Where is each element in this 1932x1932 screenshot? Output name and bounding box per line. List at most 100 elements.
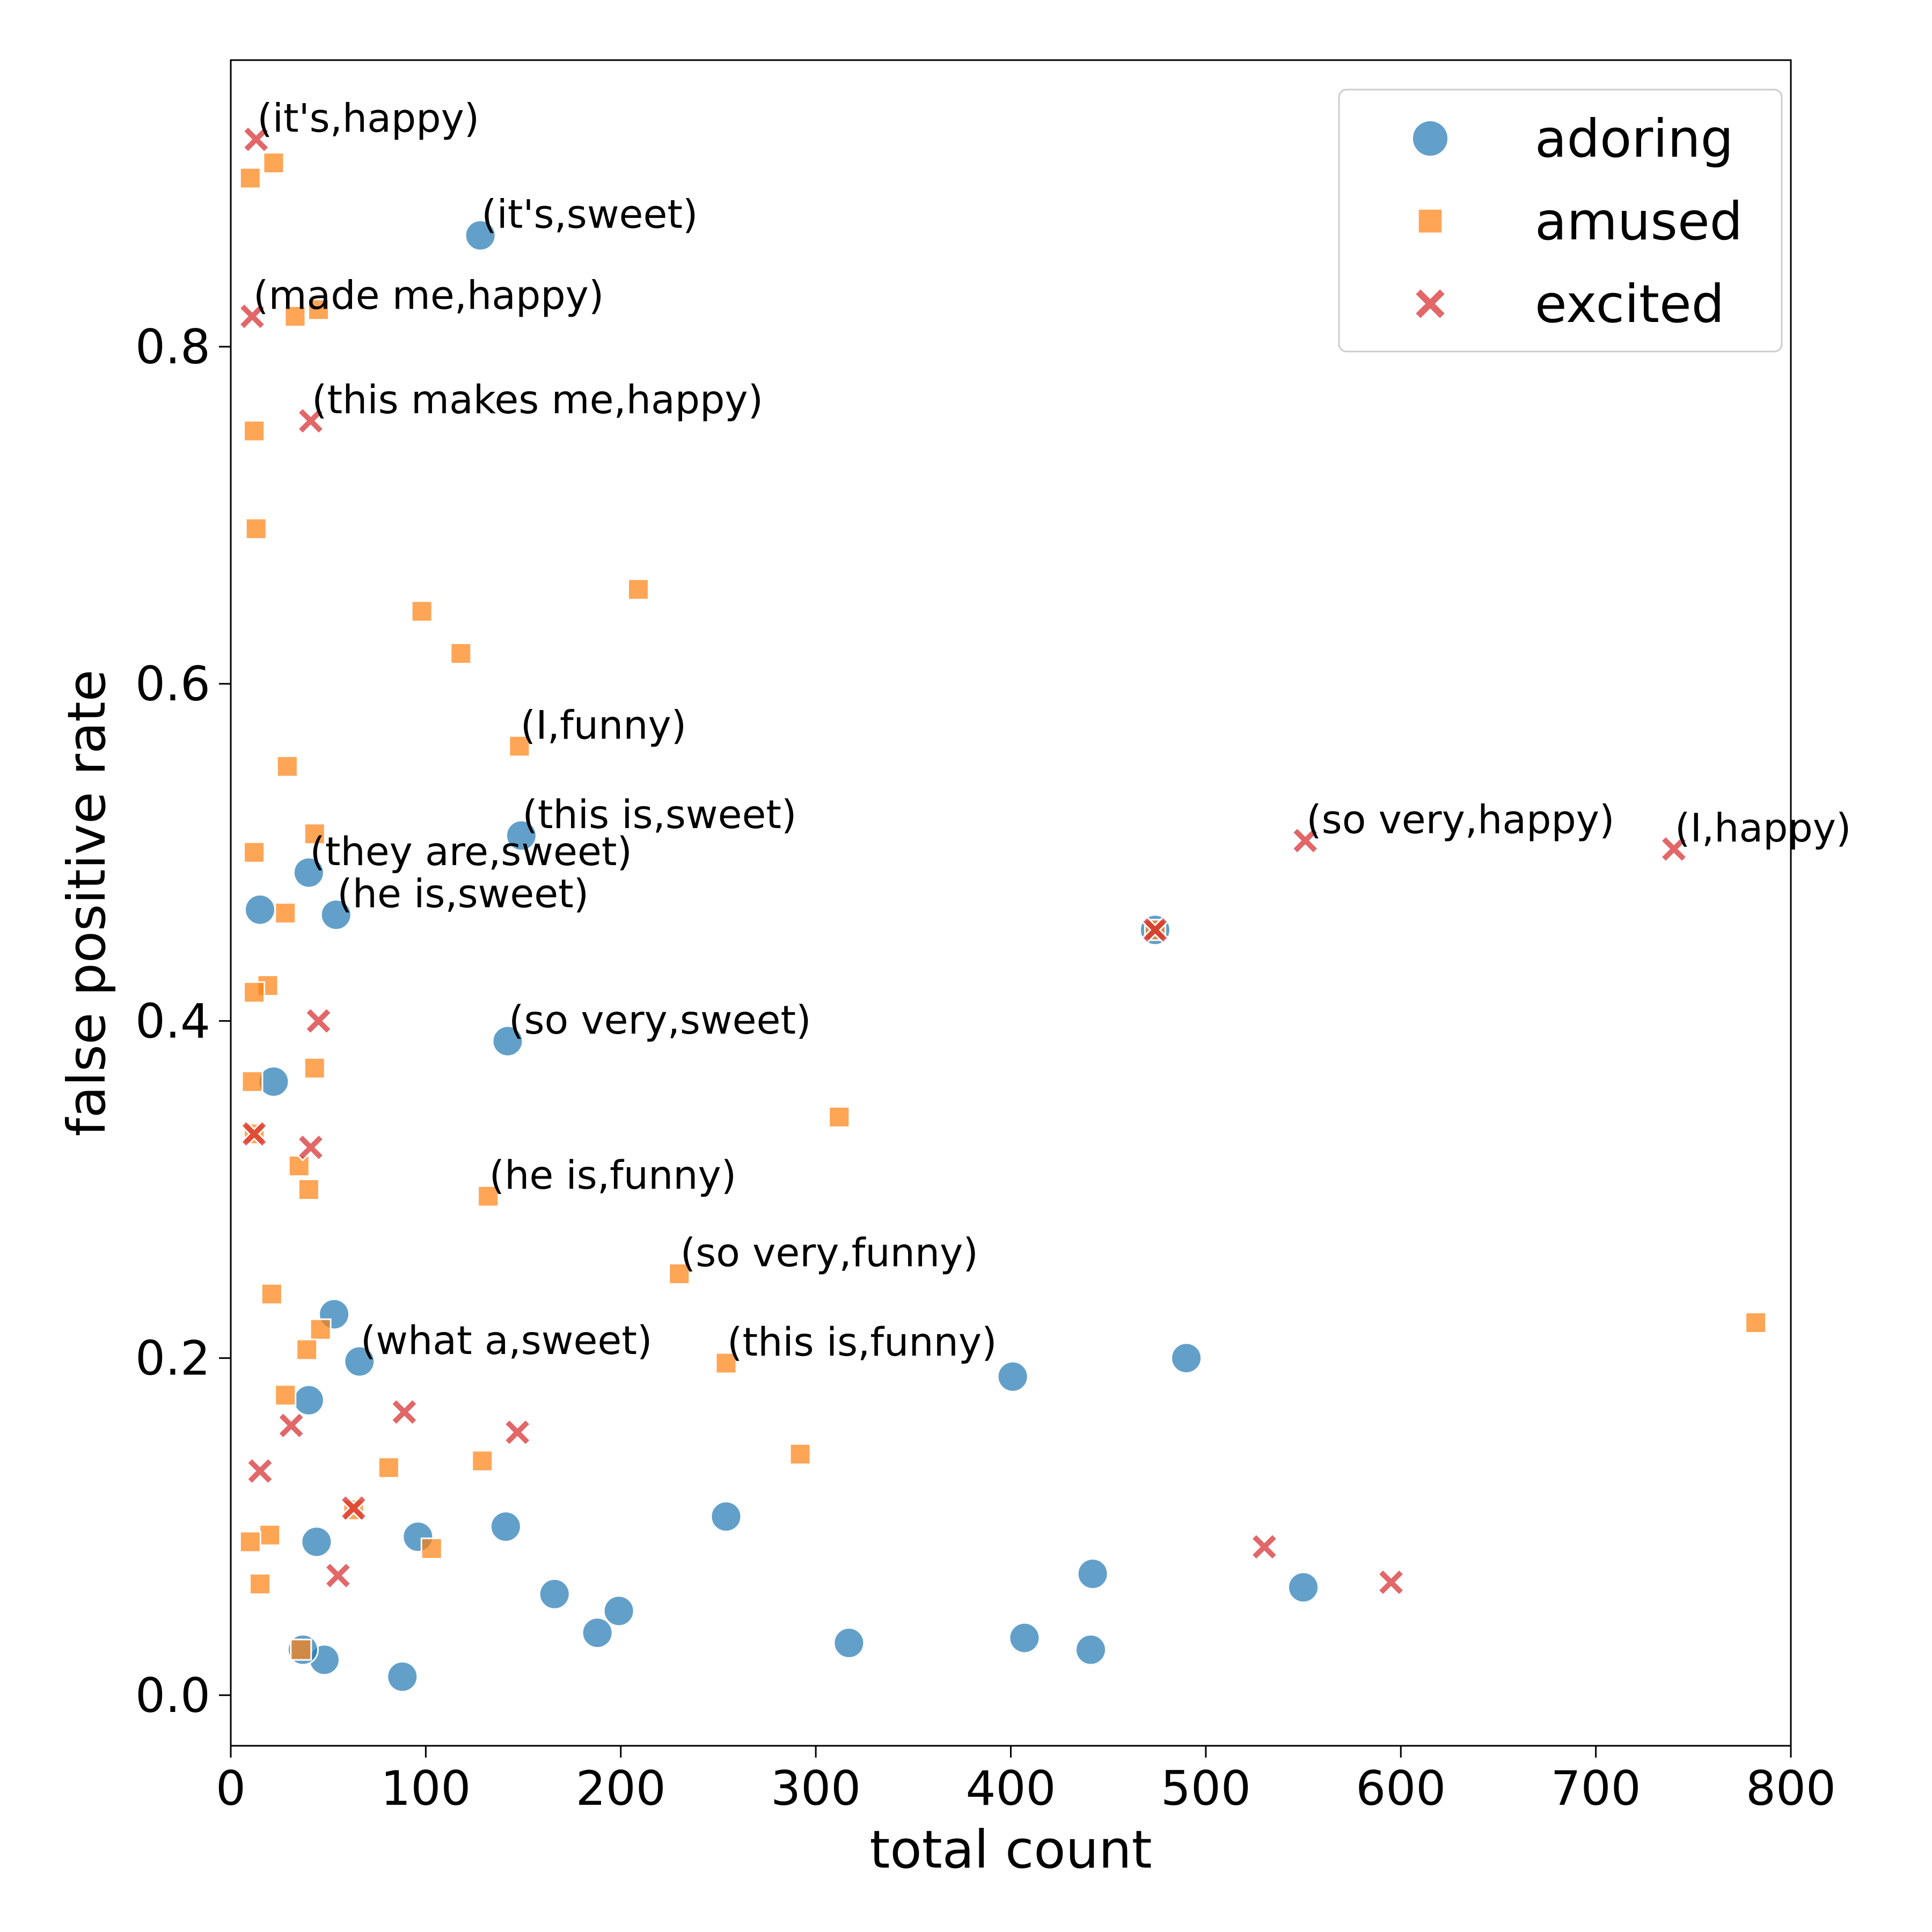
adoring-point: [1077, 1558, 1109, 1590]
amused-point: [450, 642, 472, 665]
amused-point: [276, 755, 298, 778]
point-annotation: (they are,sweet): [310, 829, 632, 875]
y-tick-label: 0.2: [135, 1331, 210, 1386]
amused-point: [715, 1352, 737, 1374]
amused-point: [274, 1384, 297, 1407]
amused-point: [303, 1057, 326, 1079]
x-tick-label: 0: [216, 1761, 246, 1816]
adoring-point: [343, 1345, 376, 1378]
amused-point: [249, 1572, 272, 1595]
excited-point: [1377, 1568, 1406, 1597]
y-tick-label: 0.0: [135, 1668, 210, 1723]
amused-point: [789, 1443, 811, 1466]
amused-point: [297, 1178, 320, 1201]
adoring-point: [505, 819, 537, 852]
amused-point: [243, 981, 266, 1004]
adoring-point: [603, 1595, 635, 1627]
adoring-point: [244, 894, 276, 926]
legend-marker-excited: [1414, 287, 1447, 320]
y-tick-label: 0.6: [135, 656, 210, 712]
point-annotation: (he is,sweet): [337, 871, 589, 917]
amused-point: [290, 1638, 312, 1661]
amused-point: [309, 1318, 332, 1341]
amused-point: [308, 298, 330, 321]
amused-point: [288, 1154, 310, 1177]
amused-point: [259, 1524, 281, 1546]
excited-point: [339, 1494, 368, 1523]
legend-label-amused: amused: [1535, 191, 1743, 252]
legend: adoring amused excited: [1338, 89, 1783, 353]
excited-point: [324, 1561, 352, 1590]
excited-point: [296, 1133, 325, 1162]
amused-point: [245, 517, 267, 540]
y-tick-label: 0.8: [135, 319, 210, 375]
x-tick-label: 300: [771, 1761, 861, 1816]
amused-point: [471, 1450, 494, 1472]
adoring-point: [292, 857, 325, 889]
amused-point: [420, 1538, 443, 1560]
y-tick-label: 0.4: [135, 993, 210, 1049]
legend-marker-amused: [1417, 208, 1444, 235]
amused-point: [239, 1531, 261, 1553]
amused-point: [668, 1263, 691, 1285]
amused-point: [303, 823, 326, 845]
amused-point: [296, 1338, 318, 1361]
excited-point: [503, 1418, 532, 1446]
data-marks: [238, 125, 1767, 1693]
x-axis-label: total count: [869, 1819, 1152, 1880]
point-annotation: (so very,happy): [1306, 797, 1614, 843]
adoring-point: [386, 1660, 419, 1693]
y-axis: 0.0 0.2 0.4 0.6 0.8: [135, 319, 231, 1723]
excited-point: [1141, 916, 1169, 944]
point-annotation: (I,happy): [1675, 806, 1851, 851]
excited-point: [1291, 826, 1320, 855]
excited-point: [240, 1119, 268, 1148]
excited-point: [1250, 1533, 1279, 1561]
adoring-point: [581, 1617, 613, 1649]
adoring-point: [320, 898, 352, 931]
amused-point: [508, 735, 531, 757]
excited-point: [238, 302, 267, 331]
adoring-point: [292, 1384, 325, 1416]
legend-box: [1338, 89, 1783, 353]
amused-point: [477, 1185, 500, 1208]
x-tick-label: 500: [1161, 1761, 1251, 1816]
point-annotation: (so very,funny): [680, 1231, 978, 1276]
x-tick-label: 800: [1746, 1761, 1836, 1816]
adoring-point: [1074, 1634, 1107, 1666]
point-annotation: (this makes me,happy): [312, 377, 763, 423]
excited-point: [304, 1007, 333, 1035]
x-tick-label: 400: [966, 1761, 1056, 1816]
adoring-point: [997, 1360, 1029, 1393]
x-tick-label: 600: [1356, 1761, 1446, 1816]
point-annotation: (this is,funny): [727, 1320, 997, 1365]
amused-point: [262, 152, 285, 174]
amused-point: [377, 1457, 400, 1479]
excited-point: [390, 1397, 419, 1426]
point-annotation: (so very,sweet): [509, 998, 811, 1043]
adoring-point: [710, 1501, 742, 1533]
amused-point: [284, 305, 306, 327]
legend-label-adoring: adoring: [1535, 108, 1733, 169]
adoring-point: [538, 1578, 570, 1610]
legend-marker-adoring: [1411, 119, 1450, 158]
adoring-point: [1170, 1342, 1203, 1374]
point-annotation: (this is,sweet): [522, 792, 796, 838]
amused-point: [627, 578, 649, 601]
excited-point: [246, 1457, 274, 1485]
adoring-point: [1008, 1622, 1041, 1654]
x-tick-label: 100: [380, 1761, 471, 1816]
excited-point: [242, 125, 270, 153]
excited-point: [277, 1411, 305, 1440]
x-tick-label: 700: [1551, 1761, 1641, 1816]
series-amused: [239, 152, 1767, 1661]
adoring-point: [492, 1025, 524, 1057]
amused-point: [243, 841, 266, 863]
amused-point: [274, 902, 297, 924]
excited-point: [1659, 835, 1688, 863]
excited-point: [296, 407, 325, 435]
x-axis: 0 100 200 300 400 500 600 700 800: [216, 1746, 1836, 1816]
adoring-point: [833, 1627, 865, 1659]
amused-point: [260, 1283, 283, 1305]
